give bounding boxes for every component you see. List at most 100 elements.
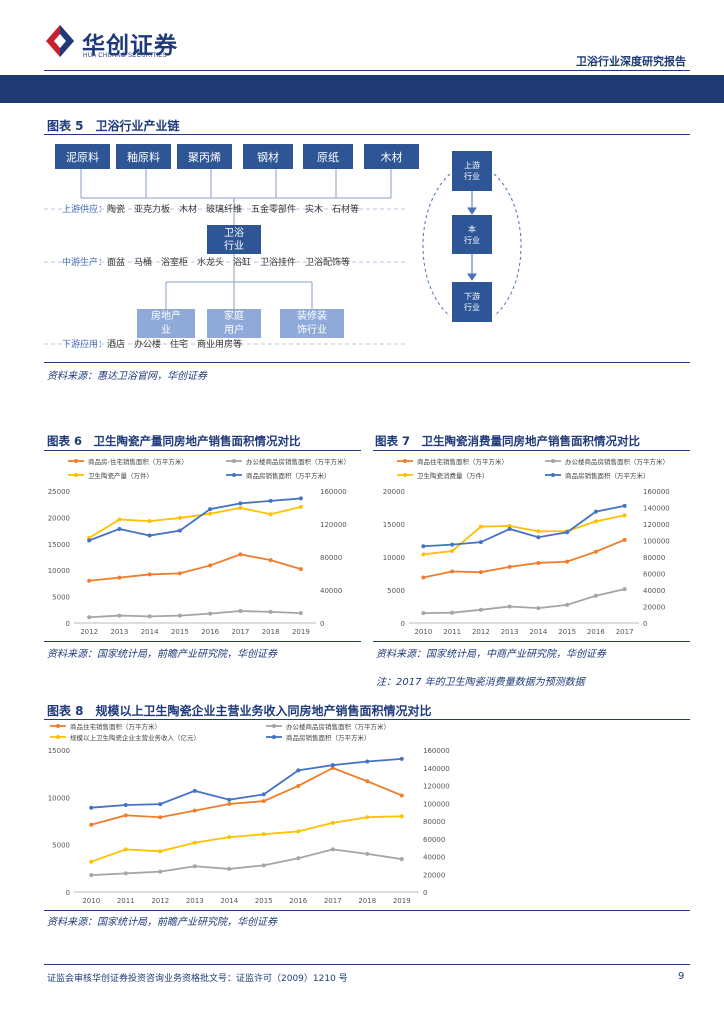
data-point <box>261 792 266 797</box>
y2-tick-label: 120000 <box>320 521 347 529</box>
data-point <box>622 503 627 508</box>
data-point <box>399 857 404 862</box>
x-tick-label: 2017 <box>231 628 249 636</box>
data-point <box>261 832 266 837</box>
downstream-row: 下游应用：酒店 办公楼 住宅 商业用房等 <box>62 337 242 350</box>
data-point <box>268 609 273 614</box>
data-point <box>123 847 128 852</box>
legend-marker <box>56 724 60 728</box>
x-tick-label: 2015 <box>558 628 576 636</box>
material-box: 聚丙烯 <box>177 144 232 169</box>
logo-text-en: HUA CHUANG SECURITIES <box>83 53 167 59</box>
fig5-bottom-rule <box>44 362 690 363</box>
series-line <box>88 505 302 539</box>
data-point <box>296 768 301 773</box>
fig6-title-rule <box>44 450 361 451</box>
x-tick-label: 2017 <box>324 897 342 905</box>
data-point <box>296 829 301 834</box>
data-point <box>238 609 243 614</box>
data-point <box>450 610 455 615</box>
midstream-row: 中游生产：面盆 马桶 浴室柜 水龙头 浴缸 卫浴挂件 卫浴配饰等 <box>62 255 350 268</box>
legend-label: 办公楼商品房销售面积（万平方米） <box>565 457 669 466</box>
midstream-items: 面盆 马桶 浴室柜 水龙头 浴缸 卫浴挂件 卫浴配饰等 <box>107 258 351 268</box>
data-point <box>261 799 266 804</box>
header-rule <box>44 70 690 71</box>
legend-label: 卫生陶瓷消费量（万件） <box>417 471 489 480</box>
legend-label: 商品房-住宅销售面积（万平方米） <box>88 457 188 466</box>
data-point <box>298 567 303 572</box>
x-tick-label: 2014 <box>141 628 159 636</box>
fig6-bottom-rule <box>44 641 361 642</box>
page-number: 9 <box>678 971 685 982</box>
data-point <box>507 564 512 569</box>
data-point <box>89 822 94 827</box>
material-box: 泥原料 <box>55 144 110 169</box>
series-line <box>91 767 403 826</box>
y2-tick-label: 0 <box>320 620 324 628</box>
legend-label: 商品房销售面积（万平方米） <box>246 471 331 480</box>
company-logo <box>44 23 76 59</box>
y2-tick-label: 80000 <box>423 818 445 826</box>
y-tick-label: 10000 <box>48 567 70 575</box>
data-point <box>365 759 370 764</box>
data-point <box>593 509 598 514</box>
data-point <box>536 606 541 611</box>
data-point <box>507 526 512 531</box>
x-tick-label: 2016 <box>289 897 307 905</box>
y2-tick-label: 120000 <box>423 783 450 791</box>
y2-tick-label: 160000 <box>643 488 670 496</box>
downstream-box: 装修装 饰行业 <box>280 309 344 338</box>
data-point <box>227 801 232 806</box>
data-point <box>117 613 122 618</box>
downstream-box: 房地产 业 <box>137 309 195 338</box>
series-line <box>89 610 301 619</box>
y2-tick-label: 100000 <box>643 538 670 546</box>
y2-tick-label: 160000 <box>320 488 347 496</box>
data-point <box>87 615 92 620</box>
data-point <box>365 851 370 856</box>
series-line <box>91 848 402 877</box>
data-point <box>330 847 335 852</box>
data-point <box>330 763 335 768</box>
material-box: 釉原料 <box>116 144 171 169</box>
data-point <box>507 604 512 609</box>
legend-marker <box>232 473 236 477</box>
fig5-title: 图表 5 卫浴行业产业链 <box>47 119 180 133</box>
legend-label: 卫生陶瓷产量（万件） <box>88 471 153 480</box>
x-tick-label: 2012 <box>151 897 169 905</box>
data-point <box>268 498 273 503</box>
data-point <box>208 511 213 516</box>
fig6-title: 图表 6 卫生陶瓷产量同房地产销售面积情况对比 <box>47 434 301 448</box>
data-point <box>536 529 541 534</box>
bathroom-industry-box: 卫浴 行业 <box>207 225 261 254</box>
x-tick-label: 2012 <box>472 628 490 636</box>
data-point <box>238 505 243 510</box>
data-point <box>227 866 232 871</box>
x-tick-label: 2010 <box>414 628 432 636</box>
x-tick-label: 2019 <box>292 628 310 636</box>
legend-label: 商品住宅销售面积（万平方米） <box>70 722 161 731</box>
data-point <box>117 517 122 522</box>
x-tick-label: 2019 <box>393 897 411 905</box>
data-point <box>123 803 128 808</box>
x-tick-label: 2017 <box>616 628 634 636</box>
data-point <box>158 802 163 807</box>
y-tick-label: 10000 <box>383 554 405 562</box>
flow-upstream-box: 上游 行业 <box>452 151 492 191</box>
data-point <box>192 864 197 869</box>
data-point <box>593 549 598 554</box>
data-point <box>177 613 182 618</box>
series-line <box>423 539 625 579</box>
data-point <box>296 783 301 788</box>
legend-marker <box>551 459 555 463</box>
y2-tick-label: 40000 <box>320 587 342 595</box>
data-point <box>177 528 182 533</box>
y2-tick-label: 0 <box>423 889 427 897</box>
data-point <box>89 859 94 864</box>
y2-tick-label: 160000 <box>423 747 450 755</box>
data-point <box>89 805 94 810</box>
data-point <box>87 578 92 583</box>
fig8-source: 资料来源：国家统计局，前瞻产业研究院，华创证券 <box>47 917 277 928</box>
legend-marker <box>74 473 78 477</box>
data-point <box>123 813 128 818</box>
